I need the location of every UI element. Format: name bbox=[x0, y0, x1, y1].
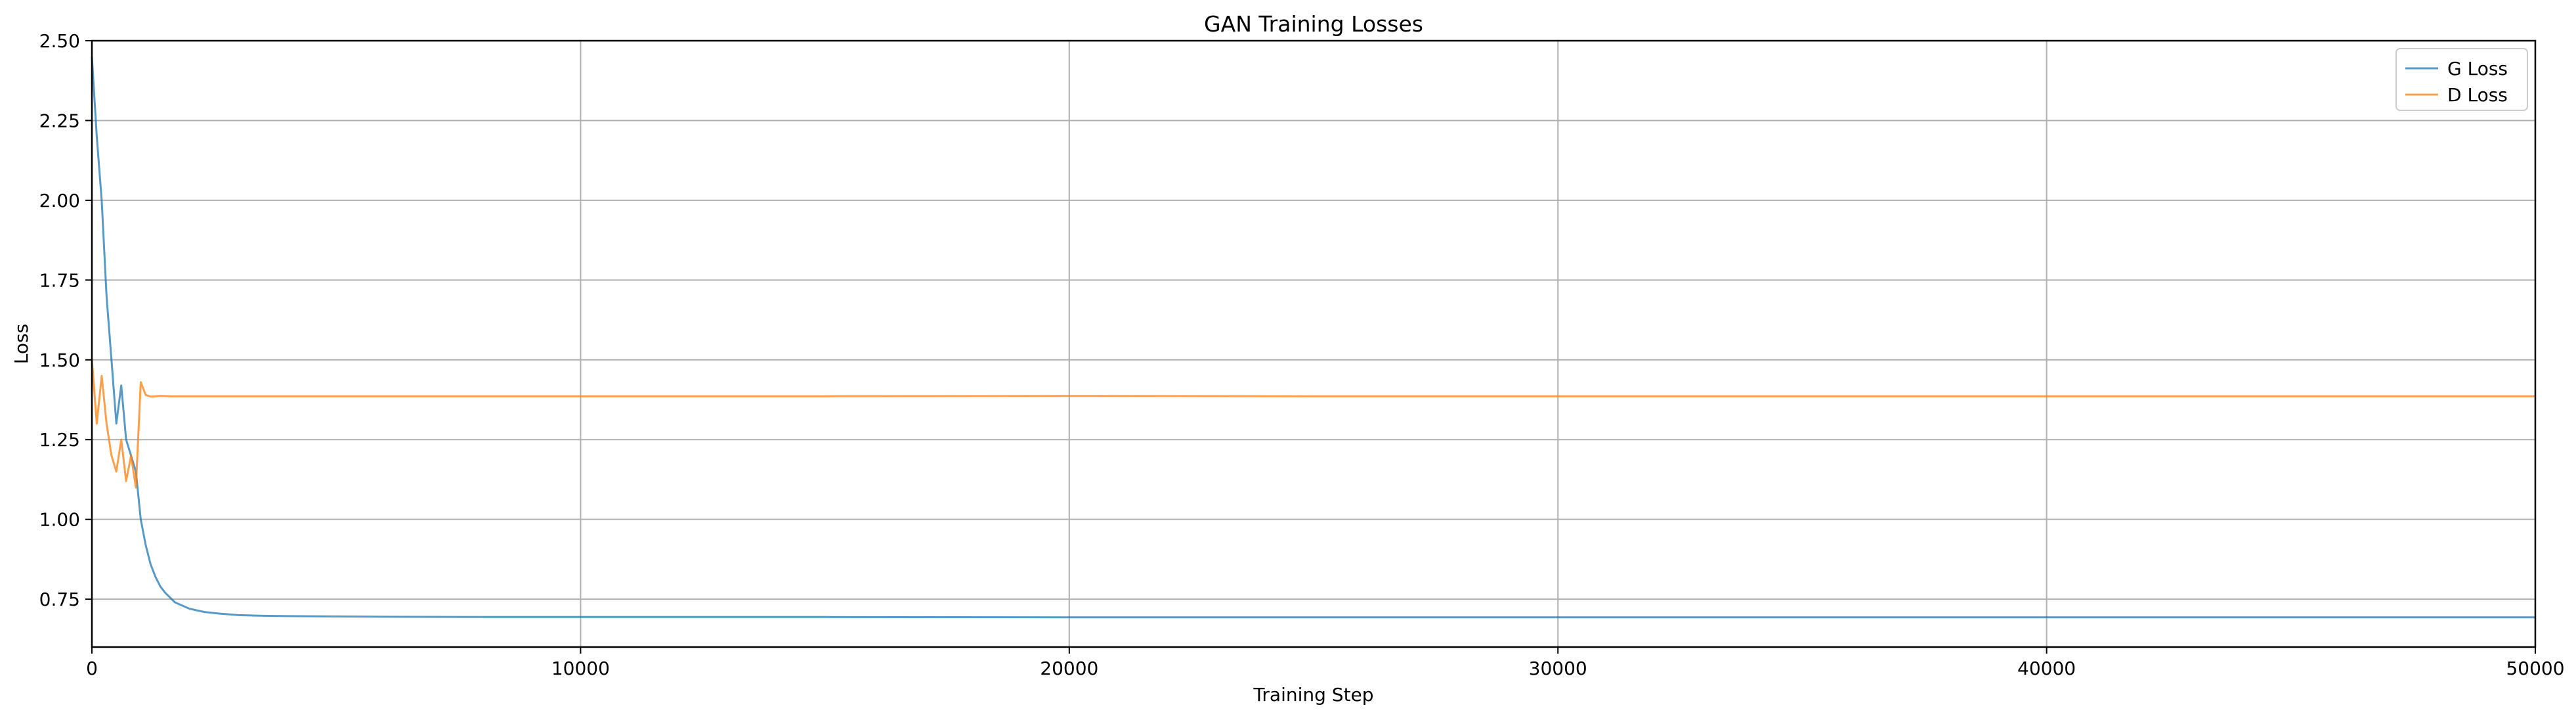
y-tick-label: 1.25 bbox=[39, 429, 80, 451]
series-layer bbox=[91, 56, 2535, 619]
legend-label: D Loss bbox=[2447, 84, 2508, 106]
x-axis-label: Training Step bbox=[1253, 684, 1373, 706]
x-axis-ticks: 0 10000 20000 30000 40000 50000 bbox=[86, 647, 2565, 679]
legend: G Loss D Loss bbox=[2395, 48, 2528, 111]
y-tick-label: 1.00 bbox=[39, 509, 80, 531]
x-tick-label: 0 bbox=[86, 658, 98, 679]
y-axis-label: Loss bbox=[11, 324, 32, 364]
chart-title: GAN Training Losses bbox=[1204, 11, 1423, 37]
legend-label: G Loss bbox=[2447, 58, 2508, 79]
y-tick-label: 2.25 bbox=[39, 110, 80, 131]
y-axis-ticks: 0.75 1.00 1.25 1.50 1.75 2.00 2.25 2.50 bbox=[39, 30, 92, 610]
plot-frame bbox=[91, 39, 2537, 648]
y-tick-label: 2.50 bbox=[39, 30, 80, 52]
x-tick-label: 40000 bbox=[2017, 658, 2076, 679]
x-tick-label: 10000 bbox=[551, 658, 610, 679]
y-tick-label: 1.75 bbox=[39, 269, 80, 291]
y-tick-label: 1.50 bbox=[39, 349, 80, 371]
y-tick-label: 0.75 bbox=[39, 589, 80, 610]
x-tick-label: 30000 bbox=[1529, 658, 1587, 679]
series-line-d-loss bbox=[91, 359, 2535, 489]
series-line-g-loss bbox=[91, 56, 2535, 619]
x-tick-label: 20000 bbox=[1040, 658, 1098, 679]
y-tick-label: 2.00 bbox=[39, 190, 80, 212]
x-tick-label: 50000 bbox=[2506, 658, 2564, 679]
